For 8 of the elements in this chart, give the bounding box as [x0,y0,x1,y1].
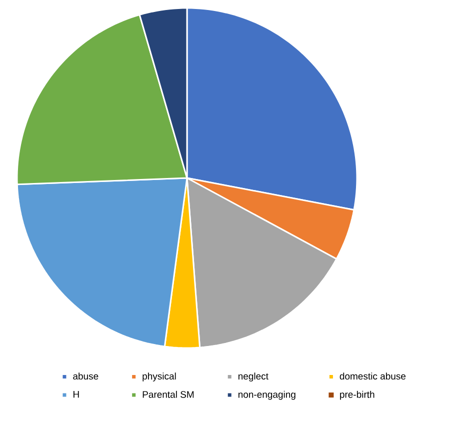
legend-label: abuse [73,372,98,380]
legend-label: neglect [238,372,268,382]
legend-label: non-engaging [238,390,296,400]
legend-label: domestic abuse [340,372,406,380]
legend-label: Parental SM [142,390,194,398]
legend-label: H [74,391,79,398]
legend-label: pre-birth [340,390,374,400]
legend-label: physical [142,372,176,382]
